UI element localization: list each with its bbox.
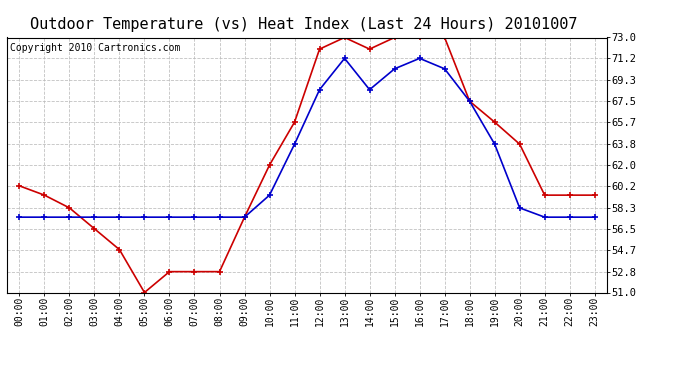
Text: Copyright 2010 Cartronics.com: Copyright 2010 Cartronics.com: [10, 43, 180, 52]
Text: Outdoor Temperature (vs) Heat Index (Last 24 Hours) 20101007: Outdoor Temperature (vs) Heat Index (Las…: [30, 17, 578, 32]
